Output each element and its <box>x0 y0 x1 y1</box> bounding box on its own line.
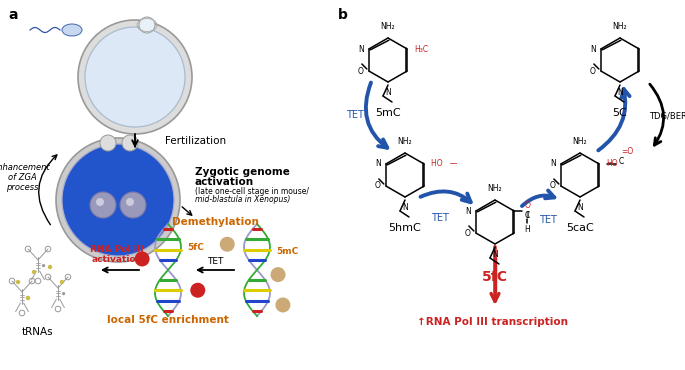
Text: H: H <box>524 225 530 234</box>
Text: O: O <box>524 201 530 209</box>
Circle shape <box>26 296 30 300</box>
Circle shape <box>62 144 174 256</box>
Text: NH₂: NH₂ <box>381 22 395 31</box>
Text: (late one-cell stage in mouse/: (late one-cell stage in mouse/ <box>195 186 309 195</box>
Circle shape <box>271 267 286 282</box>
Circle shape <box>62 292 65 295</box>
Text: 5hmC: 5hmC <box>388 223 421 233</box>
Text: Zygotic genome: Zygotic genome <box>195 167 290 177</box>
Text: N: N <box>550 159 556 168</box>
Text: activation: activation <box>91 256 142 265</box>
Circle shape <box>60 280 64 284</box>
Text: 5mC: 5mC <box>375 108 401 118</box>
Circle shape <box>126 198 134 206</box>
Text: N: N <box>375 159 381 168</box>
Text: O: O <box>590 67 596 75</box>
Text: RNA Pol III: RNA Pol III <box>90 246 144 255</box>
Text: TET: TET <box>207 258 223 266</box>
Circle shape <box>275 297 290 312</box>
Circle shape <box>96 198 104 206</box>
Text: TET: TET <box>346 110 364 120</box>
Circle shape <box>139 17 155 33</box>
Text: O: O <box>550 182 556 191</box>
Text: O: O <box>465 229 471 238</box>
Text: N: N <box>577 203 583 212</box>
Text: NH₂: NH₂ <box>612 22 627 31</box>
Circle shape <box>42 264 45 267</box>
Text: N: N <box>590 44 596 54</box>
Text: 5mC: 5mC <box>276 248 298 256</box>
Text: TET: TET <box>539 215 557 225</box>
Text: b: b <box>338 8 348 22</box>
Circle shape <box>90 192 116 218</box>
Text: N: N <box>617 88 623 97</box>
Text: a: a <box>8 8 18 22</box>
Text: ↑RNA Pol III transcription: ↑RNA Pol III transcription <box>417 317 569 327</box>
Text: Demethylation: Demethylation <box>171 217 258 227</box>
Text: C: C <box>619 158 624 166</box>
Text: NH₂: NH₂ <box>573 137 587 146</box>
Circle shape <box>26 296 29 299</box>
Text: ‖: ‖ <box>525 211 529 218</box>
Circle shape <box>56 138 180 262</box>
Text: =O: =O <box>621 147 634 156</box>
Text: N: N <box>465 206 471 215</box>
Text: TET: TET <box>431 213 449 223</box>
Text: N: N <box>385 88 391 97</box>
Ellipse shape <box>62 24 82 36</box>
Circle shape <box>134 252 149 266</box>
Text: mid-blastula in Xenopus): mid-blastula in Xenopus) <box>195 195 290 204</box>
Text: TDG/BER: TDG/BER <box>649 111 685 121</box>
Text: process: process <box>5 182 38 192</box>
Text: 5C: 5C <box>612 108 627 118</box>
Circle shape <box>122 135 138 151</box>
Circle shape <box>78 20 192 134</box>
Text: HO: HO <box>606 159 618 168</box>
Text: O: O <box>375 182 381 191</box>
Text: Enhancement: Enhancement <box>0 164 51 172</box>
Text: N: N <box>492 250 498 259</box>
Text: Fertilization: Fertilization <box>165 136 226 146</box>
Text: O: O <box>358 67 364 75</box>
Circle shape <box>120 192 146 218</box>
Text: N: N <box>358 44 364 54</box>
Text: of ZGA: of ZGA <box>8 174 36 182</box>
Text: C: C <box>525 212 530 221</box>
Text: 5fC: 5fC <box>187 243 204 252</box>
Text: N: N <box>402 203 408 212</box>
Circle shape <box>85 27 185 127</box>
Text: H₃C: H₃C <box>414 44 428 54</box>
Text: activation: activation <box>195 177 254 187</box>
Text: tRNAs: tRNAs <box>22 327 54 337</box>
Circle shape <box>16 280 20 284</box>
Text: NH₂: NH₂ <box>488 184 502 193</box>
Text: NH₂: NH₂ <box>398 137 412 146</box>
Circle shape <box>220 237 235 252</box>
Circle shape <box>100 135 116 151</box>
Circle shape <box>190 283 205 298</box>
Text: 5fC: 5fC <box>482 270 508 284</box>
Circle shape <box>48 265 52 269</box>
Text: HO   —: HO — <box>431 159 458 168</box>
Text: local 5fC enrichment: local 5fC enrichment <box>107 315 229 325</box>
Circle shape <box>32 270 36 274</box>
Text: 5caC: 5caC <box>566 223 594 233</box>
